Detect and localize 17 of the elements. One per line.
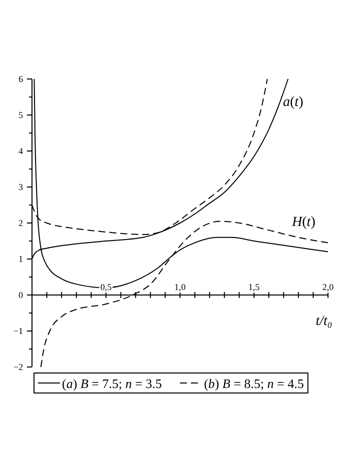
legend-label: (a) B = 7.5; n = 3.5 xyxy=(62,376,162,391)
y-tick-label: 2 xyxy=(18,218,23,228)
y-tick-label: −1 xyxy=(13,326,23,336)
x-tick-label: 1,5 xyxy=(248,282,260,292)
y-tick-label: 1 xyxy=(18,254,23,264)
annotation: a(t) xyxy=(283,95,304,110)
annotation: H(t) xyxy=(291,215,316,230)
y-tick-label: 0 xyxy=(18,290,24,300)
legend-label: (b) B = 8.5; n = 4.5 xyxy=(204,376,304,391)
y-tick-label: 4 xyxy=(18,146,24,156)
x-axis-title: t/t₀ xyxy=(316,314,332,329)
y-tick-label: 5 xyxy=(18,110,24,120)
x-tick-label: 1,0 xyxy=(174,282,186,292)
y-tick-label: −2 xyxy=(13,362,23,372)
x-tick-label: 2,0 xyxy=(322,282,334,292)
y-tick-label: 3 xyxy=(18,182,24,192)
y-tick-label: 6 xyxy=(18,74,24,84)
